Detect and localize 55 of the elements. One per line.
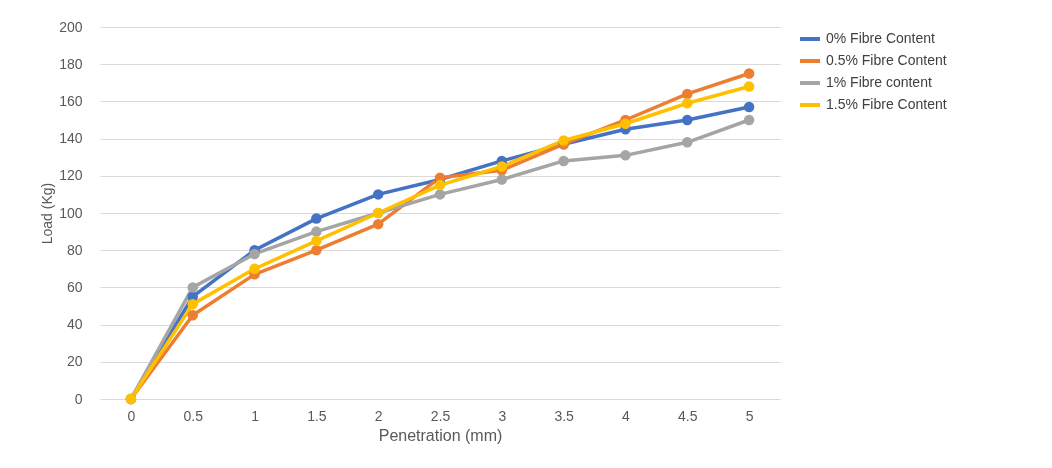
x-tick-label: 0.5: [183, 407, 204, 424]
point: [311, 213, 322, 224]
point: [249, 248, 260, 260]
point: [620, 150, 631, 161]
y-axis-title: Load (Kg): [39, 182, 56, 245]
legend-label: 0.5% Fibre Content: [826, 52, 947, 68]
x-tick-label: 4.5: [678, 407, 698, 424]
point: [620, 118, 631, 129]
point: [682, 88, 693, 100]
point: [682, 137, 693, 148]
x-tick-label: 0: [127, 407, 136, 424]
point: [496, 161, 508, 172]
point: [372, 218, 384, 230]
point: [743, 101, 755, 113]
point: [434, 179, 446, 191]
y-tick-label: 140: [59, 130, 83, 147]
point: [311, 226, 322, 237]
x-tick-label: 2: [374, 407, 383, 424]
x-tick-label: 3.5: [554, 407, 575, 424]
point: [311, 235, 322, 247]
y-tick-label: 180: [59, 55, 83, 72]
y-tick-label: 120: [59, 167, 83, 184]
point: [372, 189, 384, 200]
point: [187, 298, 198, 310]
x-axis-title: Penetration (mm): [378, 426, 503, 444]
x-tick-label: 2.5: [430, 407, 451, 424]
point: [743, 114, 755, 126]
y-tick-label: 0: [74, 390, 83, 407]
point: [249, 263, 260, 275]
y-tick-label: 20: [66, 353, 83, 370]
legend-label: 0% Fibre Content: [826, 30, 936, 46]
y-tick-label: 60: [66, 278, 83, 295]
x-tick-label: 3: [498, 407, 507, 424]
y-tick-label: 80: [66, 241, 83, 258]
y-tick-label: 40: [66, 316, 83, 333]
legend-label: 1.5% Fibre Content: [826, 96, 947, 112]
point: [682, 98, 693, 109]
x-tick-label: 5: [745, 407, 754, 424]
point: [187, 310, 198, 321]
point: [187, 282, 198, 293]
x-tick-label: 1.5: [307, 407, 327, 424]
legend-label: 1% Fibre content: [826, 74, 932, 90]
x-tick-label: 1: [251, 407, 260, 424]
y-tick-label: 160: [59, 92, 83, 109]
y-tick-label: 200: [59, 18, 83, 35]
point: [743, 68, 755, 79]
y-tick-label: 100: [59, 204, 83, 221]
point: [311, 244, 322, 256]
point: [496, 174, 508, 185]
point: [682, 114, 693, 126]
point: [434, 189, 446, 200]
point: [558, 135, 569, 146]
x-tick-label: 4: [622, 407, 631, 424]
point: [558, 155, 569, 167]
point: [743, 81, 755, 92]
